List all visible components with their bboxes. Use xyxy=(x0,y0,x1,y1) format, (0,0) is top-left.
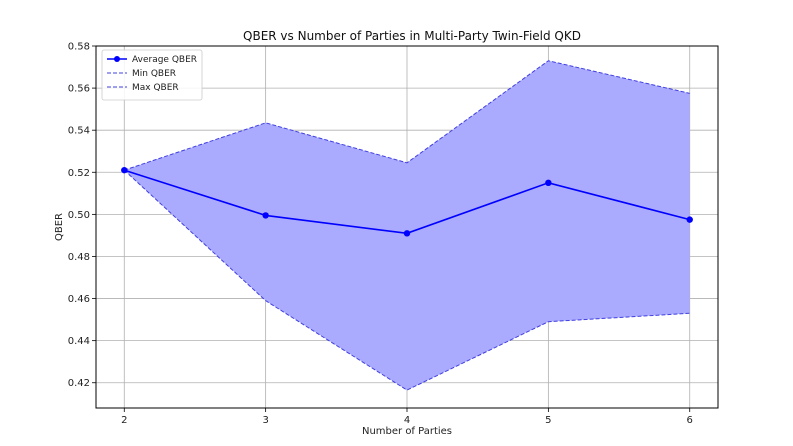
average-qber-point xyxy=(545,179,552,187)
y-tick-label: 0.42 xyxy=(68,378,90,389)
y-tick-label: 0.52 xyxy=(68,168,90,179)
max-qber-line xyxy=(124,60,690,171)
average-qber-point xyxy=(262,212,269,219)
legend: Average QBER Min QBER Max QBER xyxy=(101,49,203,101)
min-qber-line xyxy=(123,169,690,391)
x-tick-label: 6 xyxy=(687,415,693,426)
series-markers xyxy=(121,166,693,237)
y-axis-ticks: 0.42 0.44 0.46 0.48 0.50 0.52 0.54 0.56 0.58 xyxy=(68,42,96,389)
min-qber-legend-label: Min QBER xyxy=(132,69,176,79)
y-tick-label: 0.46 xyxy=(68,294,90,305)
x-tick-label: 2 xyxy=(121,415,127,426)
average-qber-legend-marker xyxy=(114,56,120,62)
x-axis-ticks: 2 3 4 5 6 xyxy=(121,408,693,426)
y-tick-label: 0.44 xyxy=(68,336,90,347)
y-axis-label: QBER xyxy=(54,213,65,241)
y-tick-label: 0.56 xyxy=(68,84,90,95)
average-qber-point xyxy=(686,216,693,223)
x-tick-label: 3 xyxy=(262,415,268,426)
y-tick-label: 0.50 xyxy=(68,210,90,221)
x-tick-label: 5 xyxy=(545,415,551,426)
y-tick-label: 0.48 xyxy=(68,252,90,263)
average-qber-point xyxy=(121,166,128,174)
average-qber-legend-label: Average QBER xyxy=(132,55,197,65)
x-tick-label: 4 xyxy=(404,415,410,426)
y-tick-label: 0.58 xyxy=(68,42,90,53)
x-axis-label: Number of Parties xyxy=(362,426,452,437)
min-max-band xyxy=(124,60,690,391)
max-qber-legend-label: Max QBER xyxy=(132,83,179,93)
y-tick-label: 0.54 xyxy=(68,126,90,137)
average-qber-point xyxy=(403,230,411,237)
chart-title: QBER vs Number of Parties in Multi-Party… xyxy=(243,29,581,43)
